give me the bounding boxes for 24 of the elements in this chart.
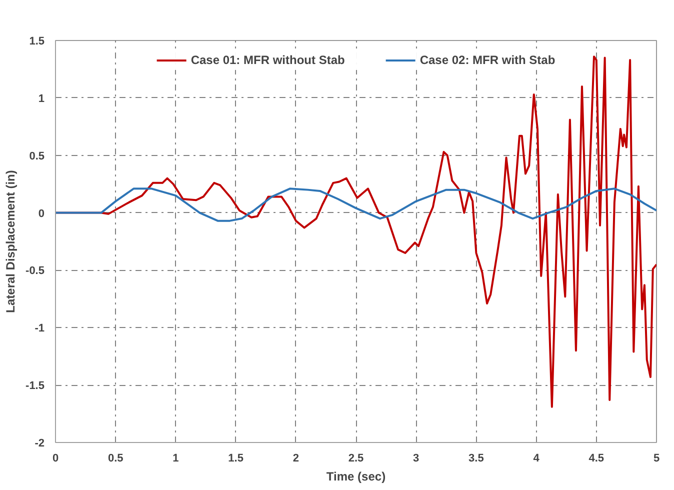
x-tick-label: 5 [653, 452, 660, 464]
line-series [56, 188, 656, 222]
x-tick-label: 4 [533, 452, 540, 464]
x-tick-label: 3.5 [468, 452, 484, 464]
legend-label: Case 02: MFR with Stab [420, 53, 556, 67]
x-tick-label: 2.5 [348, 452, 364, 464]
x-tick-label: 3 [413, 452, 420, 464]
y-tick-label: 1.5 [29, 36, 45, 48]
x-tick-label: 2 [292, 452, 299, 464]
y-tick-label: -2 [34, 438, 44, 450]
y-axis-title: Lateral Displacement (in) [4, 170, 18, 313]
x-tick-label: 1 [172, 452, 179, 464]
x-axis-title: Time (sec) [326, 470, 386, 484]
y-tick-label: -0.5 [26, 265, 45, 278]
y-tick-label: 1 [38, 92, 45, 105]
y-tick-label: 0.5 [29, 150, 45, 162]
y-tick-label: -1 [34, 322, 44, 335]
x-tick-label: 1.5 [228, 452, 244, 464]
x-tick-label: 0 [52, 452, 59, 464]
y-tick-label: 0 [38, 208, 45, 220]
x-tick-label: 4.5 [588, 452, 604, 464]
legend-label: Case 01: MFR without Stab [190, 53, 345, 67]
y-tick-label: -1.5 [26, 380, 45, 392]
x-tick-label: 0.5 [108, 452, 124, 464]
